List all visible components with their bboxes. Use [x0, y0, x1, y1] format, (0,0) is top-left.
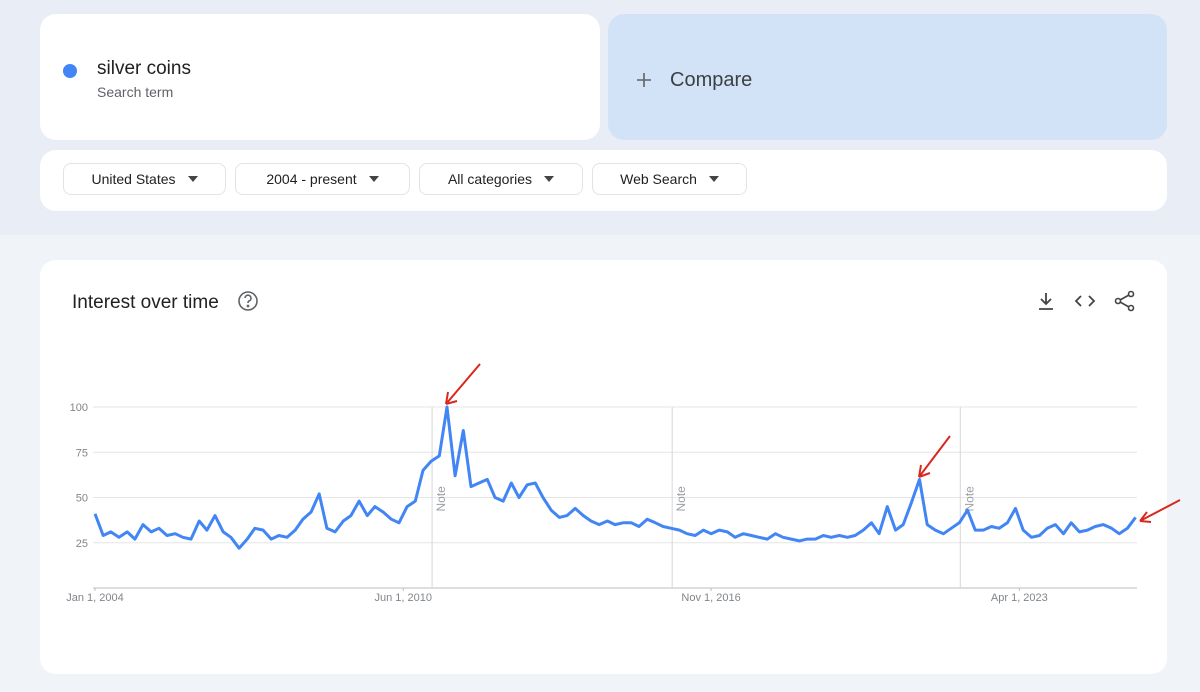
compare-label[interactable]: Compare	[670, 69, 753, 91]
embed-icon[interactable]	[1074, 295, 1096, 307]
compare-card[interactable]: Compare	[608, 14, 1167, 140]
x-tick-label: Jun 1, 2010	[375, 592, 433, 604]
filter-time[interactable]: 2004 - present	[235, 163, 410, 195]
x-tick-label: Nov 1, 2016	[681, 592, 740, 604]
help-icon[interactable]	[238, 291, 258, 311]
search-term-card[interactable]: silver coins Search term	[40, 14, 600, 140]
filter-region[interactable]: United States	[63, 163, 226, 195]
note-label: Note	[674, 486, 688, 512]
filter-bar: United States 2004 - present All categor…	[40, 150, 1167, 211]
download-icon[interactable]	[1039, 293, 1053, 310]
chart-card	[40, 260, 1167, 674]
chart-title: Interest over time	[72, 292, 219, 313]
note-label: Note	[434, 486, 448, 512]
search-term-subtitle: Search term	[97, 84, 174, 100]
y-tick-label: 50	[76, 493, 88, 505]
x-tick-label: Jan 1, 2004	[66, 592, 124, 604]
filter-property[interactable]: Web Search	[592, 163, 747, 195]
y-tick-label: 75	[76, 447, 88, 459]
trend-line	[93, 405, 1137, 550]
y-tick-label: 100	[70, 402, 88, 414]
share-icon[interactable]	[1114, 290, 1135, 312]
annotation-arrows	[445, 363, 1181, 523]
filter-category[interactable]: All categories	[419, 163, 583, 195]
search-term[interactable]: silver coins	[97, 58, 191, 79]
y-tick-label: 25	[76, 538, 88, 550]
x-tick-label: Apr 1, 2023	[991, 592, 1048, 604]
plus-icon	[637, 73, 651, 87]
term-color	[63, 64, 77, 78]
note-label: Note	[962, 486, 976, 512]
